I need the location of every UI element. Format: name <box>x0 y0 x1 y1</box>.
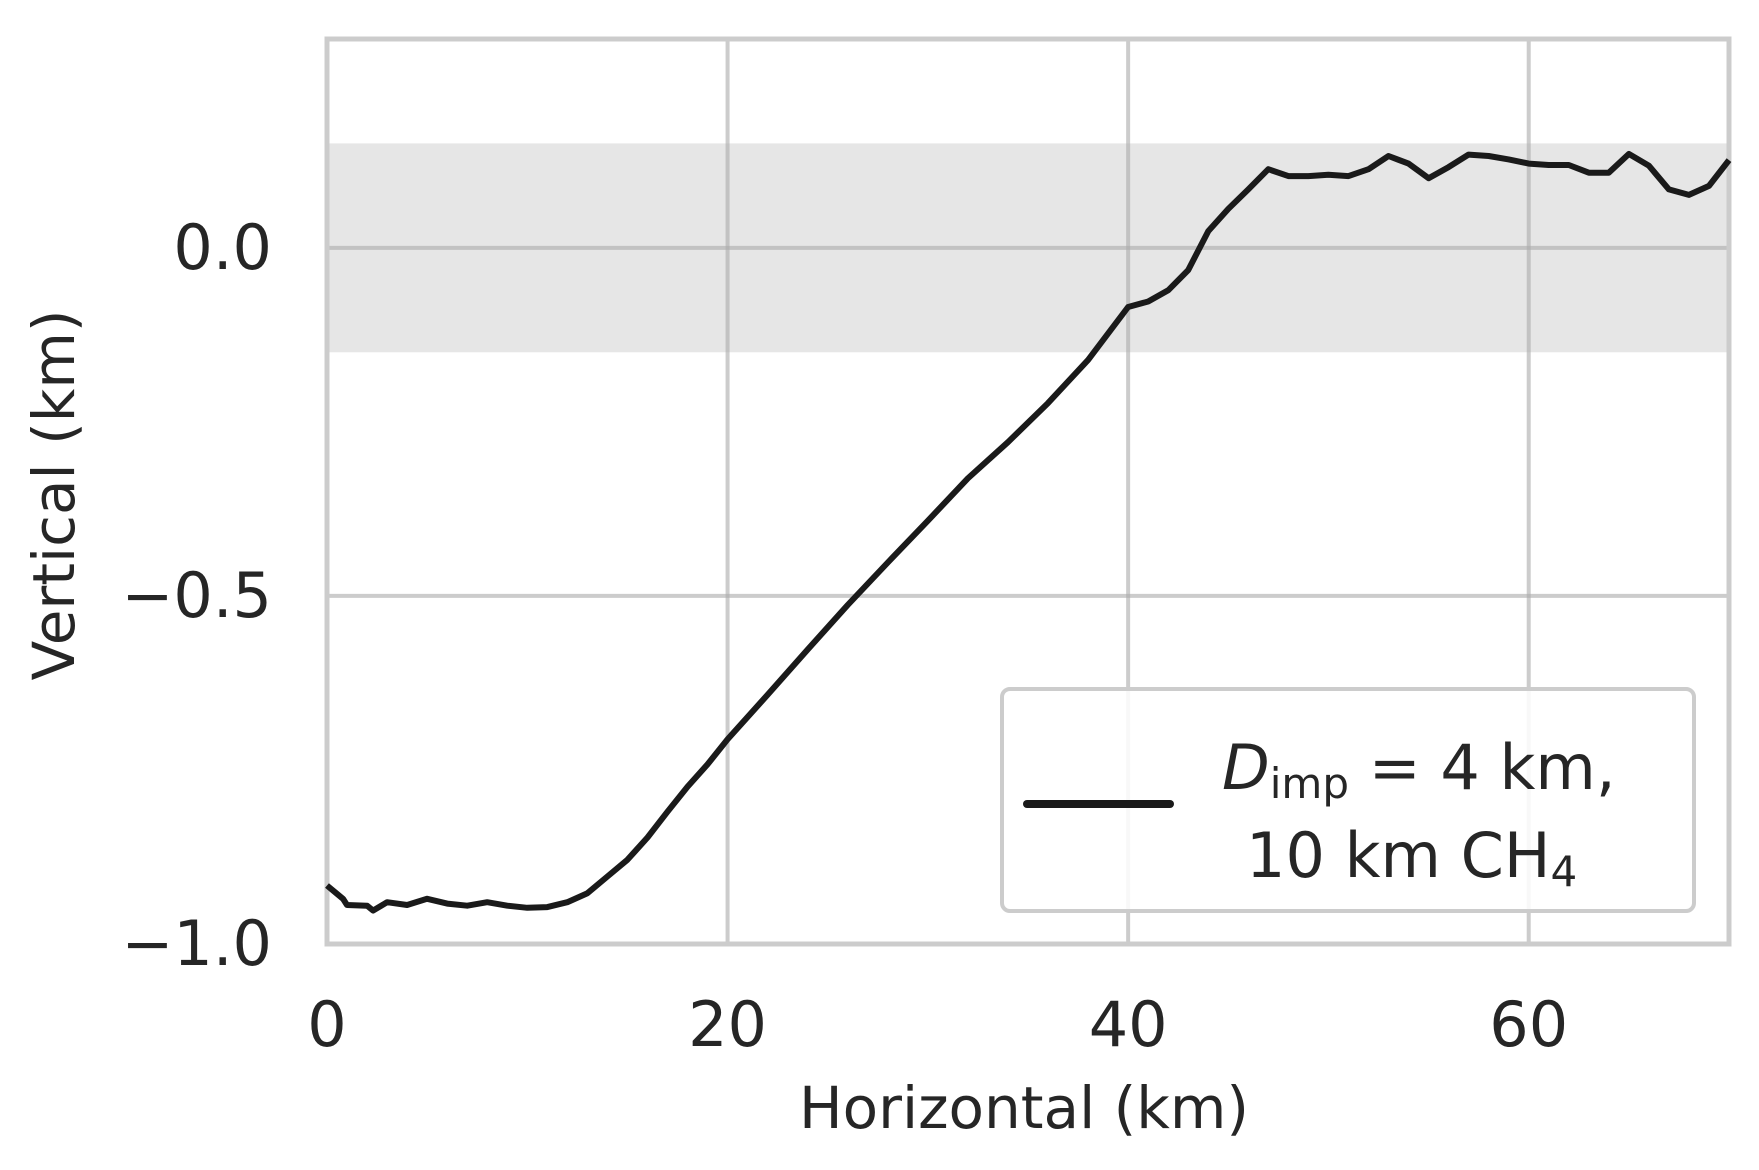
legend-text: = 4 km, <box>1349 731 1616 804</box>
x-tick-label: 0 <box>307 988 346 1061</box>
legend-label: Dimp = 4 km, <box>1222 731 1616 807</box>
legend-text: 10 km CH <box>1246 819 1551 892</box>
x-tick-label: 40 <box>1089 988 1168 1061</box>
y-axis-label: Vertical (km) <box>20 310 88 681</box>
plot-frame <box>324 36 1732 947</box>
legend-text: 4 <box>1551 847 1578 896</box>
x-axis-label: Horizontal (km) <box>799 1074 1249 1142</box>
legend: Dimp = 4 km, 10 km CH4 <box>1000 687 1696 913</box>
legend-text: D <box>1222 731 1270 804</box>
y-tick-label: −1.0 <box>121 907 272 980</box>
legend-label: 10 km CH4 <box>1246 819 1577 895</box>
x-tick-label: 20 <box>688 988 767 1061</box>
legend-text: imp <box>1270 759 1349 808</box>
y-tick-label: 0.0 <box>173 211 272 284</box>
data-line <box>325 150 1732 914</box>
legend-box <box>1000 687 1696 913</box>
y-tick-label: −0.5 <box>121 559 272 632</box>
x-tick-label: 60 <box>1489 988 1568 1061</box>
